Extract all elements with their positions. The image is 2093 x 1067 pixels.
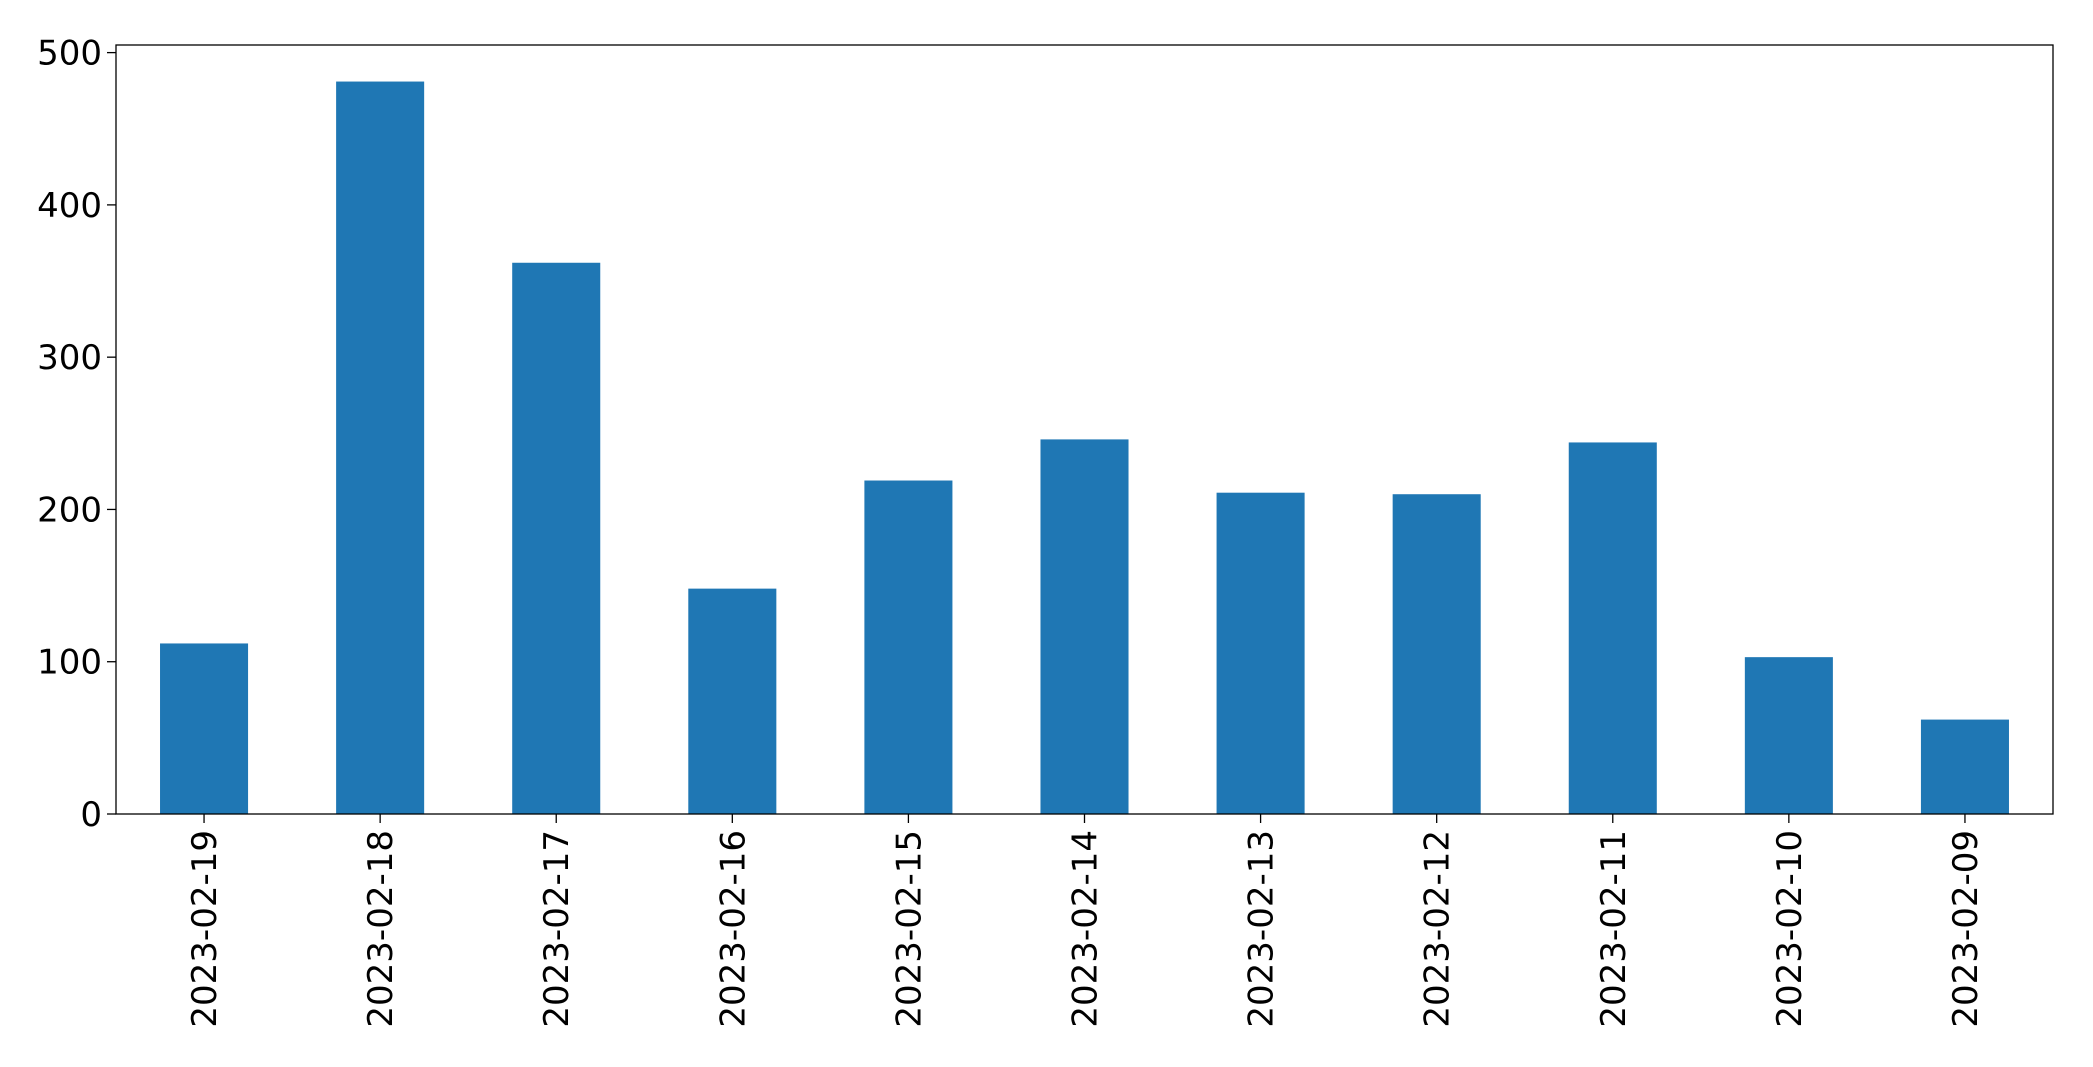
- bar: [512, 262, 601, 814]
- bar: [1040, 439, 1129, 814]
- y-tick-label: 400: [37, 186, 102, 226]
- x-tick-label: 2023-02-15: [889, 830, 929, 1028]
- bar: [688, 588, 777, 814]
- bar: [1920, 719, 2009, 814]
- y-tick-label: 200: [37, 490, 102, 530]
- x-tick-label: 2023-02-12: [1418, 830, 1458, 1028]
- bar: [1392, 494, 1481, 814]
- x-tick-label: 2023-02-14: [1066, 830, 1106, 1028]
- x-tick-label: 2023-02-16: [713, 830, 753, 1028]
- y-tick-label: 100: [37, 643, 102, 683]
- bar: [336, 81, 425, 815]
- x-tick-label: 2023-02-11: [1594, 830, 1634, 1028]
- y-tick-label: 300: [37, 338, 102, 378]
- bar: [1744, 657, 1833, 814]
- y-tick-label: 0: [80, 795, 102, 835]
- bar: [864, 480, 953, 814]
- x-tick-label: 2023-02-17: [537, 830, 577, 1028]
- plot-frame: [115, 44, 2054, 815]
- x-tick-label: 2023-02-19: [185, 830, 225, 1028]
- x-tick-label: 2023-02-18: [361, 830, 401, 1028]
- x-tick-label: 2023-02-09: [1946, 830, 1986, 1028]
- bar: [1216, 492, 1305, 814]
- x-tick-label: 2023-02-13: [1242, 830, 1282, 1028]
- y-tick-label: 500: [37, 34, 102, 74]
- bar: [160, 643, 249, 814]
- x-tick-label: 2023-02-10: [1770, 830, 1810, 1028]
- bar: [1568, 442, 1657, 814]
